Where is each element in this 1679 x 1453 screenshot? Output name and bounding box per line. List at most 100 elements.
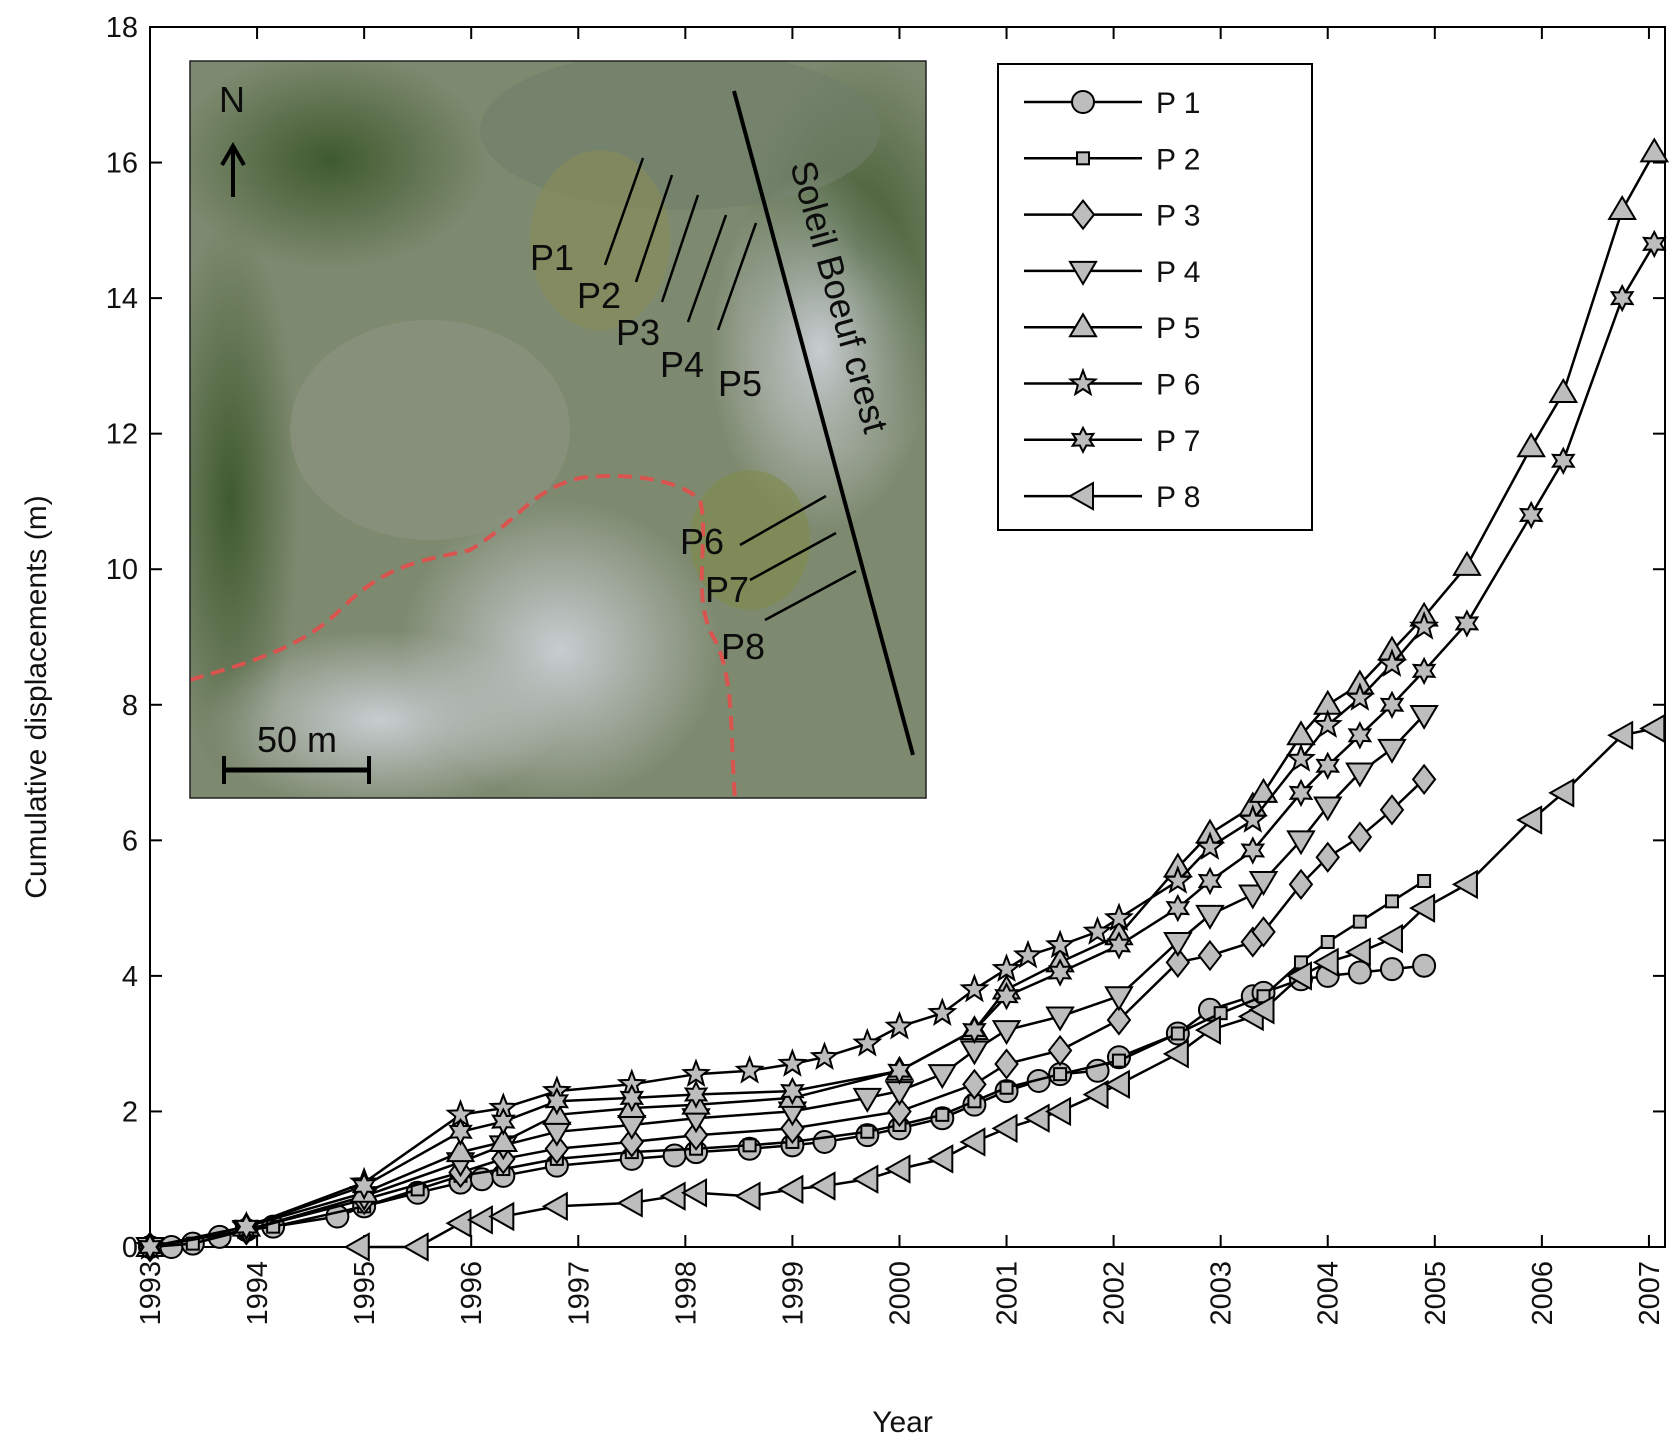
marker <box>1197 939 1223 972</box>
marker <box>1312 709 1343 738</box>
marker <box>991 1020 1022 1046</box>
marker <box>1376 648 1407 677</box>
inset-frame <box>189 60 927 799</box>
legend-marker <box>1076 151 1090 166</box>
legend-marker <box>1070 425 1096 455</box>
marker <box>616 1188 643 1218</box>
marker <box>1411 763 1437 795</box>
y-tick-label: 18 <box>106 12 138 44</box>
marker <box>1639 713 1666 744</box>
x-axis-label: Year <box>872 1406 933 1439</box>
marker <box>734 1054 765 1084</box>
marker <box>887 1095 912 1128</box>
marker <box>1518 500 1544 530</box>
marker <box>659 1181 686 1211</box>
marker <box>1379 957 1404 982</box>
marker <box>777 1048 808 1077</box>
marker <box>544 1087 570 1116</box>
marker <box>1082 1079 1109 1110</box>
x-tick-label: 1999 <box>777 1261 809 1326</box>
y-tick-label: 14 <box>106 283 138 315</box>
x-tick-label: 2002 <box>1099 1261 1131 1326</box>
marker <box>1384 894 1399 909</box>
marker <box>1238 884 1268 910</box>
marker <box>445 1208 472 1238</box>
marker <box>1251 916 1276 948</box>
x-tick-label: 2003 <box>1206 1261 1238 1326</box>
marker <box>488 1201 515 1232</box>
series-line <box>149 879 1425 1249</box>
marker <box>1347 721 1373 750</box>
marker <box>619 1083 645 1113</box>
marker <box>1248 995 1275 1025</box>
marker <box>1417 874 1432 888</box>
legend-label: P 6 <box>1156 369 1201 402</box>
legend-marker <box>1068 312 1098 338</box>
marker <box>1165 946 1191 978</box>
marker <box>1170 1026 1185 1041</box>
x-tick-label: 1997 <box>563 1261 595 1326</box>
marker <box>490 1107 516 1136</box>
marker <box>852 1164 879 1194</box>
marker <box>1103 1069 1130 1100</box>
marker <box>1047 1034 1073 1067</box>
marker <box>1053 1067 1068 1082</box>
y-tick-label: 16 <box>106 148 138 180</box>
marker <box>1516 432 1546 458</box>
marker <box>1641 229 1667 259</box>
marker <box>734 1181 761 1211</box>
marker <box>809 1171 836 1201</box>
x-tick-label: 1993 <box>135 1261 167 1326</box>
marker <box>1285 961 1312 991</box>
north-label: N <box>219 79 245 120</box>
marker <box>466 1205 493 1235</box>
marker <box>994 981 1019 1011</box>
marker <box>852 1087 883 1113</box>
marker <box>681 1178 708 1208</box>
marker <box>927 1064 958 1090</box>
y-tick-label: 2 <box>122 1096 138 1128</box>
marker <box>343 1232 370 1262</box>
marker <box>1248 871 1279 896</box>
marker <box>1237 804 1268 833</box>
marker <box>927 1144 954 1174</box>
marker <box>884 1010 915 1040</box>
marker <box>1408 610 1440 640</box>
marker <box>1352 914 1367 929</box>
series-line <box>149 151 1656 1249</box>
marker <box>1194 1015 1221 1045</box>
scale-label: 50 m <box>257 719 337 760</box>
x-tick-label: 2007 <box>1634 1261 1666 1326</box>
marker <box>1106 931 1132 960</box>
legend-label: P 7 <box>1156 425 1201 458</box>
marker <box>1104 986 1134 1012</box>
x-tick-label: 2000 <box>884 1261 916 1326</box>
marker <box>1609 283 1635 313</box>
marker <box>809 1041 840 1070</box>
marker <box>1607 195 1637 220</box>
marker <box>927 997 958 1026</box>
legend-marker <box>1067 481 1094 511</box>
marker <box>1312 796 1343 822</box>
marker <box>662 1143 687 1168</box>
marker <box>1412 953 1437 978</box>
marker <box>1023 1103 1050 1133</box>
marker <box>1639 137 1670 163</box>
legend-label: P 2 <box>1156 143 1201 176</box>
marker <box>1409 893 1436 923</box>
legend-marker <box>1068 260 1098 286</box>
marker <box>999 1080 1014 1095</box>
marker <box>742 1138 757 1153</box>
marker <box>544 1133 570 1165</box>
profile-label: P5 <box>718 363 762 404</box>
marker <box>812 1129 837 1154</box>
marker <box>1452 550 1482 576</box>
marker <box>780 1076 805 1106</box>
marker <box>1315 751 1341 781</box>
legend-label: P 1 <box>1156 87 1201 120</box>
marker <box>860 1124 875 1139</box>
marker <box>1285 743 1316 772</box>
marker <box>1162 865 1193 894</box>
y-tick-label: 12 <box>106 419 138 451</box>
y-axis-label: Cumulative displacements (m) <box>20 495 53 898</box>
